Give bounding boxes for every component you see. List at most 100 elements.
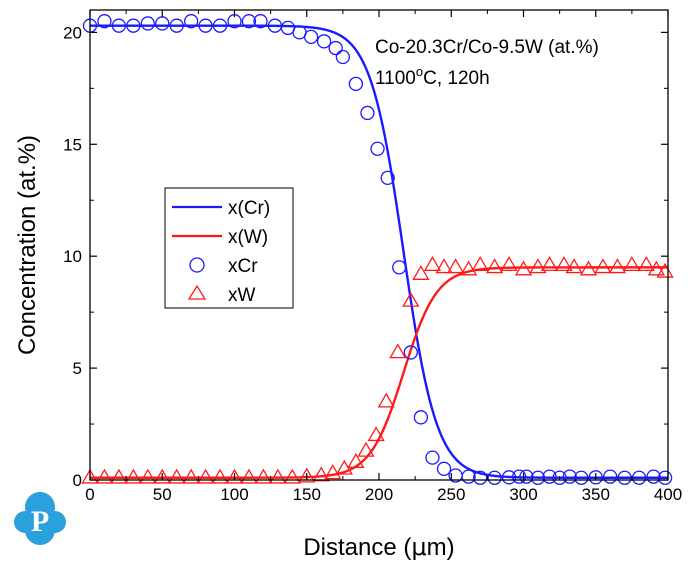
x-tick-label: 50 bbox=[153, 485, 172, 504]
x-tick-label: 300 bbox=[509, 485, 537, 504]
xcr-point bbox=[646, 469, 661, 484]
xw-point bbox=[555, 256, 573, 271]
y-tick-label: 20 bbox=[63, 23, 82, 42]
xcr-point bbox=[413, 410, 429, 425]
xw-point bbox=[95, 468, 114, 484]
xw-point bbox=[656, 262, 674, 278]
xw-point bbox=[579, 260, 598, 276]
xw-point bbox=[124, 468, 142, 484]
y-tick-label: 5 bbox=[73, 359, 82, 378]
xw-point bbox=[529, 258, 547, 274]
xw-point bbox=[312, 466, 330, 482]
xw-point bbox=[637, 256, 655, 271]
xw-point bbox=[269, 468, 287, 484]
y-tick-label: 10 bbox=[63, 247, 82, 266]
xw-point bbox=[377, 392, 395, 408]
xcr-point bbox=[436, 461, 452, 476]
xw-point bbox=[357, 441, 375, 457]
xcr-point bbox=[425, 450, 440, 465]
x-tick-label: 350 bbox=[582, 485, 610, 504]
xw-point bbox=[367, 426, 385, 442]
annotation-temperature: 1100 bbox=[375, 68, 416, 89]
xcr-point bbox=[380, 170, 395, 186]
xcr-point bbox=[542, 469, 557, 484]
xw-point bbox=[540, 256, 559, 271]
xw-point bbox=[110, 468, 128, 484]
xw-point bbox=[240, 468, 258, 484]
xcr-point bbox=[588, 470, 603, 485]
x-tick-label: 150 bbox=[293, 485, 321, 504]
xw-point bbox=[168, 468, 186, 484]
xcr-point bbox=[617, 470, 632, 485]
legend-marker-xcr-circle bbox=[189, 257, 205, 273]
x-axis-title-start: Distance ( bbox=[303, 534, 411, 561]
xcr-point bbox=[657, 470, 673, 485]
xcr-point bbox=[487, 470, 502, 485]
xcr-point bbox=[183, 14, 199, 29]
x-tick-label: 100 bbox=[220, 485, 248, 504]
xw-point bbox=[471, 256, 489, 271]
xcr-point bbox=[126, 18, 141, 33]
annotation-composition: Co-20.3Cr/Co-9.5W (at.%) bbox=[375, 37, 599, 58]
legend-label-x-w: x(W) bbox=[228, 227, 268, 248]
xcr-point bbox=[241, 14, 257, 29]
xcr-point bbox=[631, 470, 647, 485]
xw-point bbox=[514, 260, 533, 276]
xw-point bbox=[254, 468, 273, 484]
xcr-point bbox=[140, 16, 155, 31]
legend-label-x-cr: x(Cr) bbox=[228, 198, 270, 219]
x-axis-title-end: m) bbox=[427, 534, 455, 561]
xcr-point bbox=[501, 470, 517, 485]
legend-label-xcr: xCr bbox=[228, 256, 258, 277]
xw-point bbox=[196, 468, 215, 484]
axis-ticks: 0 50 100 150 200 250 300 350 400 0 5 10 15 20 bbox=[63, 10, 682, 504]
xcr-point bbox=[603, 469, 618, 484]
x-axis-title: Distance (μm) bbox=[303, 533, 454, 561]
xw-point bbox=[446, 258, 465, 274]
legend: x(Cr) x(W) xCr xW bbox=[164, 187, 294, 309]
xcr-point bbox=[370, 141, 385, 156]
plot-area bbox=[81, 14, 674, 485]
xcr-point bbox=[530, 470, 546, 485]
xcr-point bbox=[512, 469, 527, 484]
x-tick-label: 0 bbox=[85, 485, 94, 504]
legend-marker-xw-triangle bbox=[187, 284, 207, 300]
xcr-point bbox=[169, 18, 184, 33]
logo-lobe-bottom-icon bbox=[25, 515, 55, 545]
xcr-point bbox=[552, 470, 567, 485]
xcr-point bbox=[97, 14, 112, 29]
xw-point bbox=[347, 452, 365, 468]
logo-letter: P bbox=[31, 505, 49, 538]
xcr-point bbox=[198, 18, 213, 33]
y-tick-label: 0 bbox=[73, 471, 82, 490]
xcr-point bbox=[360, 105, 375, 121]
xcr-point bbox=[574, 470, 589, 485]
xcr-point bbox=[111, 18, 127, 33]
xcr-point bbox=[562, 469, 577, 484]
xcr-point bbox=[403, 345, 418, 360]
annotation-time: C, 120h bbox=[423, 68, 490, 89]
xw-point bbox=[81, 468, 99, 484]
xw-point bbox=[565, 258, 583, 274]
xw-point bbox=[500, 256, 518, 271]
xw-point bbox=[211, 468, 229, 484]
xcr-point bbox=[328, 40, 343, 56]
annotation-degree: o bbox=[416, 64, 423, 79]
xcr-point bbox=[335, 49, 351, 65]
xw-point bbox=[298, 467, 316, 483]
xcr-point bbox=[253, 14, 268, 29]
logo-lobe-top-icon bbox=[25, 492, 55, 522]
xw-point bbox=[435, 258, 453, 274]
xcr-point bbox=[461, 469, 476, 484]
xcr-point bbox=[303, 29, 319, 45]
xw-point bbox=[182, 468, 200, 484]
x-axis-title-unit-mu: μ bbox=[411, 533, 426, 561]
xw-point bbox=[423, 256, 442, 271]
xw-point bbox=[283, 468, 301, 484]
xcr-point bbox=[472, 470, 488, 485]
x-tick-label: 400 bbox=[654, 485, 682, 504]
xcr-point bbox=[212, 18, 228, 33]
xw-point bbox=[139, 468, 157, 484]
xw-point bbox=[402, 291, 420, 307]
